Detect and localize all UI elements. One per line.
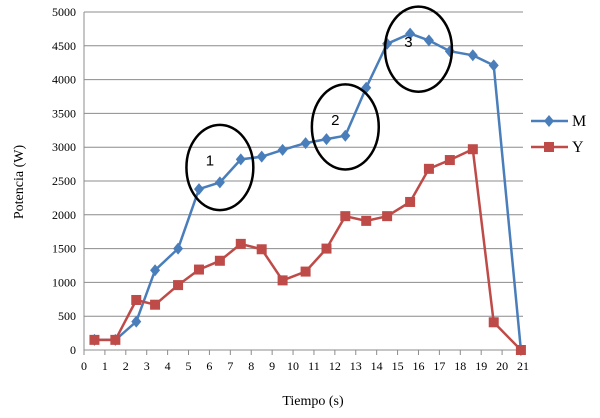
data-point-y — [300, 266, 311, 277]
data-point-y — [405, 196, 416, 207]
data-point-y — [256, 244, 267, 255]
data-point-m — [214, 176, 225, 189]
legend-marker-m — [544, 115, 554, 127]
annotation-label-3: 3 — [404, 34, 412, 51]
data-point-y — [89, 334, 100, 345]
x-tick-label: 18 — [454, 359, 466, 373]
data-point-y — [382, 211, 393, 222]
y-tick-label: 500 — [58, 309, 76, 323]
data-point-y — [467, 144, 478, 155]
data-point-m — [256, 150, 267, 163]
data-point-m — [235, 153, 246, 166]
x-tick-label: 9 — [269, 359, 275, 373]
legend-marker-y — [544, 142, 554, 152]
x-tick-label: 3 — [144, 359, 150, 373]
data-point-m — [173, 242, 184, 255]
y-tick-label: 1500 — [52, 242, 76, 256]
data-point-m — [321, 133, 332, 146]
x-tick-label: 20 — [496, 359, 508, 373]
annotation-label-1: 1 — [206, 152, 214, 169]
annotations: 1 2 3 — [185, 5, 454, 212]
annotation-circle-2 — [310, 83, 381, 171]
legend-label-y: Y — [572, 139, 584, 156]
x-tick-label: 16 — [412, 359, 424, 373]
data-point-m — [300, 137, 311, 150]
y-tick-label: 2500 — [52, 174, 76, 188]
axes: 0 500 1000 1500 2000 2500 3000 3500 4000 4500 5000… — [52, 5, 529, 373]
data-point-m — [488, 59, 499, 72]
y-axis-title: Potencia (W) — [12, 145, 27, 220]
y-tick-label: 3000 — [52, 140, 76, 154]
data-point-m — [131, 315, 142, 328]
x-tick-label: 10 — [287, 359, 299, 373]
x-tick-label: 8 — [248, 359, 254, 373]
y-tick-label: 4000 — [52, 73, 76, 87]
x-tick-label: 7 — [227, 359, 233, 373]
data-point-y — [150, 299, 161, 310]
x-tick-label: 15 — [392, 359, 404, 373]
x-tick-label: 2 — [123, 359, 129, 373]
x-tick-label: 6 — [206, 359, 212, 373]
x-tick-label: 5 — [186, 359, 192, 373]
legend-label-m: M — [572, 113, 586, 130]
data-point-m — [444, 45, 455, 58]
data-point-y — [193, 264, 204, 275]
y-tick-label: 3500 — [52, 106, 76, 120]
y-tick-label: 4500 — [52, 39, 76, 53]
x-tick-label: 21 — [517, 359, 529, 373]
gridlines — [84, 11, 523, 317]
data-point-y — [277, 275, 288, 286]
data-point-y — [423, 163, 434, 174]
data-point-y — [110, 334, 121, 345]
data-point-y — [131, 294, 142, 305]
x-tick-label: 13 — [350, 359, 362, 373]
x-tick-label: 19 — [475, 359, 487, 373]
data-point-y — [515, 345, 526, 355]
x-tick-label: 1 — [102, 359, 108, 373]
y-tick-label: 1000 — [52, 275, 76, 289]
series-lines — [89, 27, 526, 356]
data-point-m — [193, 183, 204, 196]
annotation-circle-3 — [383, 5, 454, 94]
data-point-y — [361, 215, 372, 226]
data-point-m — [467, 49, 478, 62]
data-point-y — [235, 238, 246, 249]
x-tick-label: 14 — [371, 359, 383, 373]
annotation-label-2: 2 — [331, 112, 339, 129]
data-point-y — [488, 317, 499, 328]
data-point-y — [214, 255, 225, 266]
data-point-m — [150, 264, 161, 277]
y-tick-label: 0 — [70, 343, 76, 357]
legend: MY — [531, 113, 586, 156]
series-line-y — [94, 147, 522, 351]
data-point-m — [382, 37, 393, 50]
y-tick-label: 5000 — [52, 5, 76, 19]
x-tick-label: 12 — [329, 359, 341, 373]
data-point-m — [340, 129, 351, 142]
annotation-circle-1 — [185, 123, 255, 212]
x-tick-label: 11 — [308, 359, 320, 373]
y-tick-label: 2000 — [52, 208, 76, 222]
data-point-y — [173, 280, 184, 291]
x-tick-label: 17 — [433, 359, 445, 373]
data-point-y — [444, 155, 455, 166]
x-tick-label: 0 — [81, 359, 87, 373]
data-point-m — [423, 34, 434, 47]
data-point-m — [277, 143, 288, 156]
data-point-m — [405, 27, 416, 40]
x-axis-title: Tiempo (s) — [282, 394, 344, 409]
data-point-y — [340, 211, 351, 222]
x-tick-label: 4 — [165, 359, 171, 373]
data-point-y — [321, 243, 332, 254]
